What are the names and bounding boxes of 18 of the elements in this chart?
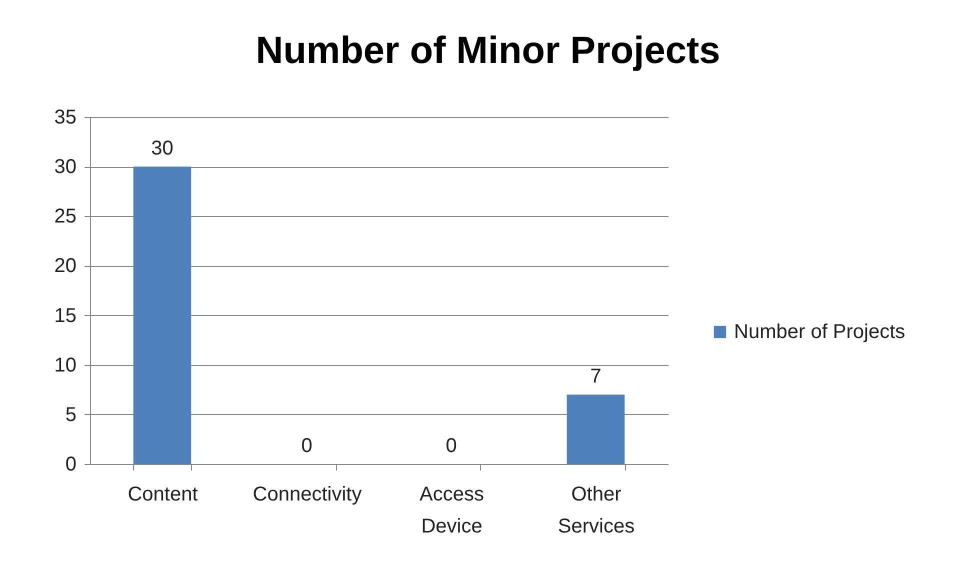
y-tick-label: 10 (54, 354, 76, 376)
y-tick-label: 15 (54, 304, 76, 327)
y-tick-label: 5 (65, 404, 76, 426)
x-tick-label: Connectivity (252, 484, 362, 506)
y-tick-label: 35 (54, 106, 76, 128)
data-label: 7 (590, 366, 602, 388)
y-tick-label: 25 (54, 206, 76, 228)
data-label: 30 (151, 138, 174, 160)
chart-title: Number of Minor Projects (256, 30, 720, 72)
legend-label: Number of Projects (734, 321, 906, 343)
y-tick-label: 20 (54, 255, 76, 278)
x-tick-label: Content (128, 484, 198, 506)
x-tick-label: Access Device (420, 484, 484, 538)
y-tick-label: 30 (54, 156, 76, 178)
data-label: 0 (301, 435, 312, 457)
data-label: 0 (446, 435, 457, 457)
y-tick-label: 0 (65, 454, 76, 476)
x-tick-label: Other Services (558, 484, 635, 538)
